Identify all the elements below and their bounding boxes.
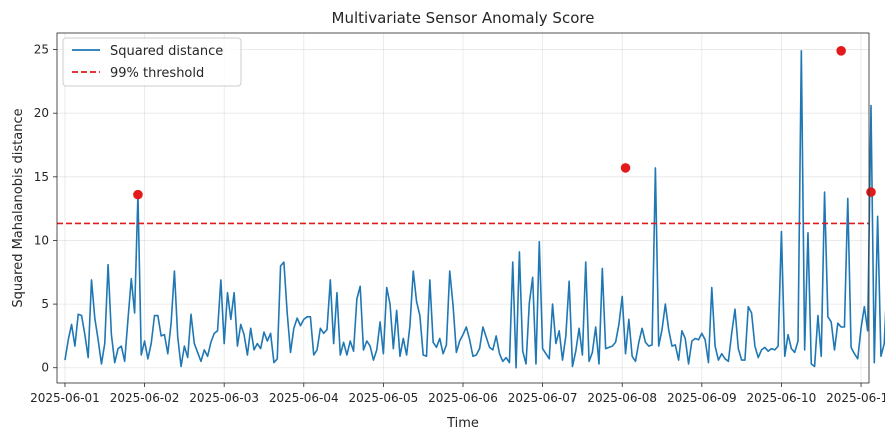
x-tick-label: 2025-06-11 — [826, 391, 885, 405]
legend: Squared distance 99% threshold — [62, 37, 242, 87]
x-tick-label: 2025-06-01 — [30, 391, 100, 405]
y-tick-label: 20 — [34, 106, 49, 120]
anomaly-point — [836, 46, 846, 56]
x-tick-label: 2025-06-04 — [269, 391, 339, 405]
plot-content — [57, 46, 885, 369]
y-axis: 0 5 10 15 20 25 — [34, 43, 57, 375]
x-tick-label: 2025-06-07 — [508, 391, 578, 405]
x-tick-label: 2025-06-06 — [428, 391, 498, 405]
x-tick-label: 2025-06-09 — [667, 391, 737, 405]
y-tick-label: 5 — [41, 297, 49, 311]
legend-box — [62, 37, 242, 87]
y-tick-label: 0 — [41, 361, 49, 375]
chart-title: Multivariate Sensor Anomaly Score — [332, 9, 595, 27]
y-tick-label: 10 — [34, 233, 49, 247]
anomaly-point — [133, 189, 143, 200]
legend-label-threshold: 99% threshold — [110, 66, 204, 81]
anomaly-point — [620, 163, 631, 173]
legend-label-squared-distance: Squared distance — [110, 44, 223, 59]
x-tick-label: 2025-06-08 — [587, 391, 657, 405]
x-tick-label: 2025-06-10 — [747, 391, 817, 405]
y-tick-label: 25 — [34, 43, 49, 57]
y-tick-label: 15 — [34, 170, 49, 184]
x-tick-label: 2025-06-02 — [110, 391, 180, 405]
series-line-squared-distance — [64, 50, 885, 369]
anomaly-point — [866, 187, 876, 197]
x-tick-label: 2025-06-05 — [349, 391, 419, 405]
x-axis: 2025-06-01 2025-06-02 2025-06-03 2025-06-04… — [30, 383, 885, 405]
y-axis-label: Squared Mahalanobis distance — [11, 108, 26, 307]
x-axis-label: Time — [446, 416, 479, 431]
x-tick-label: 2025-06-03 — [189, 391, 259, 405]
